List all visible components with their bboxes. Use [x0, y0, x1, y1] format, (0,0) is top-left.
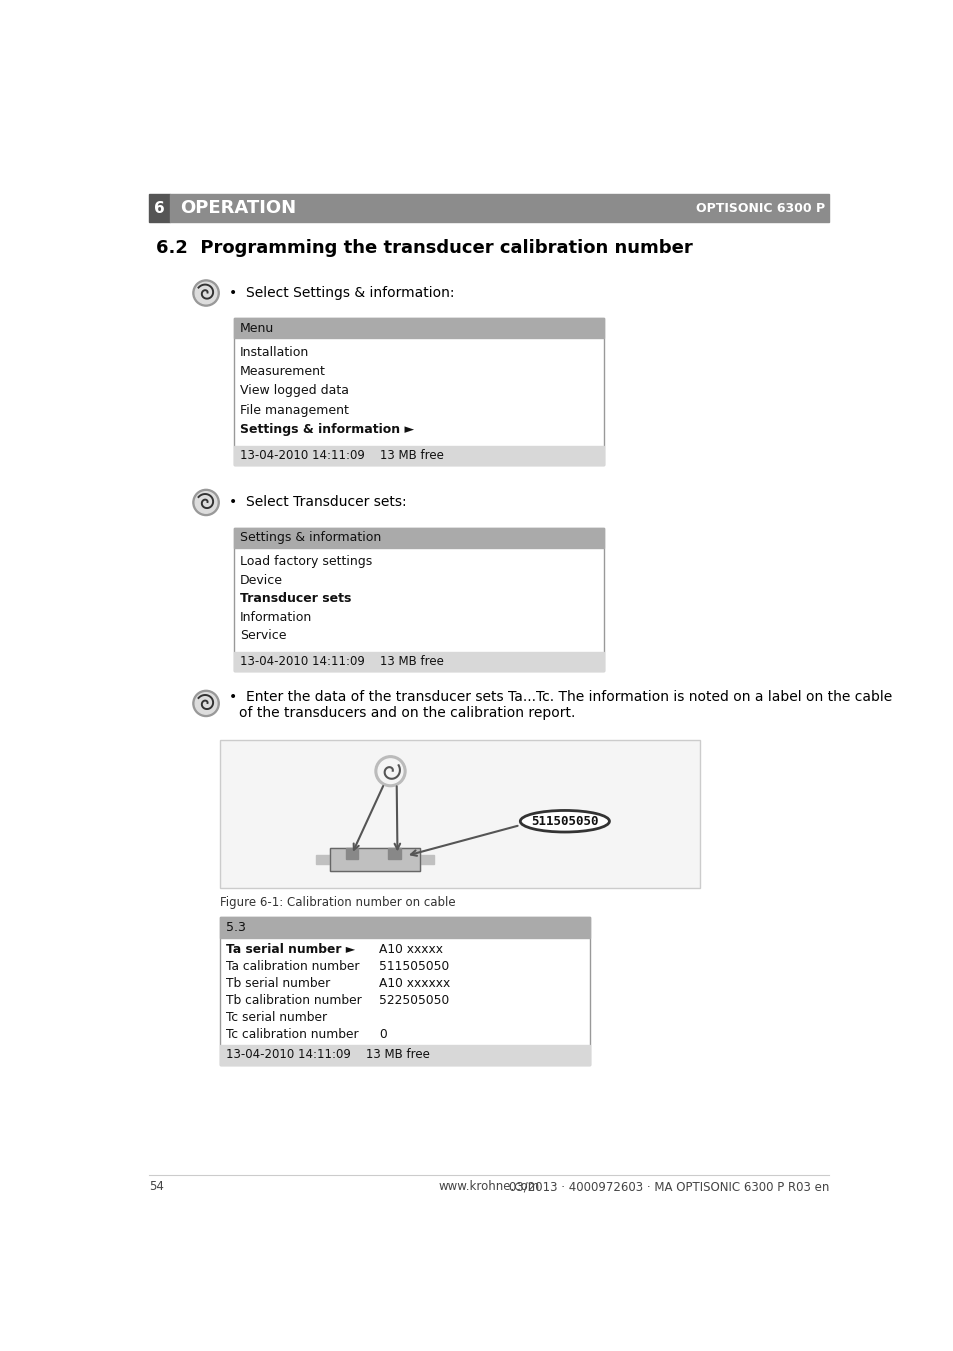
Text: A10 xxxxxx: A10 xxxxxx: [378, 977, 450, 990]
Text: Load factory settings: Load factory settings: [240, 555, 372, 569]
Text: Device: Device: [240, 574, 283, 586]
Text: 5.3: 5.3: [226, 921, 246, 934]
Text: •  Select Settings & information:: • Select Settings & information:: [229, 286, 455, 300]
Text: A10 xxxxx: A10 xxxxx: [378, 943, 442, 957]
Bar: [345, 848, 357, 859]
Text: Settings & information ►: Settings & information ►: [240, 423, 414, 436]
Text: Tc serial number: Tc serial number: [226, 1011, 327, 1024]
Text: View logged data: View logged data: [240, 384, 349, 397]
Circle shape: [193, 690, 219, 716]
Text: 511505050: 511505050: [531, 815, 598, 828]
Bar: [220, 1046, 590, 1065]
Text: 6: 6: [154, 201, 165, 216]
Text: Transducer sets: Transducer sets: [240, 592, 351, 605]
Text: of the transducers and on the calibration report.: of the transducers and on the calibratio…: [239, 707, 576, 720]
Bar: [233, 651, 604, 671]
Text: OPERATION: OPERATION: [179, 200, 295, 218]
Bar: [171, 195, 828, 222]
Text: 522505050: 522505050: [378, 994, 449, 1006]
Text: •  Enter the data of the transducer sets Ta...Tc. The information is noted on a : • Enter the data of the transducer sets …: [229, 690, 892, 704]
Circle shape: [375, 755, 406, 786]
Bar: [330, 848, 419, 871]
Text: Service: Service: [240, 630, 286, 642]
Text: OPTISONIC 6300 P: OPTISONIC 6300 P: [696, 201, 824, 215]
Bar: [149, 195, 171, 222]
Text: Tb serial number: Tb serial number: [226, 977, 330, 990]
Circle shape: [195, 693, 216, 715]
Circle shape: [195, 492, 216, 513]
Text: 6.2  Programming the transducer calibration number: 6.2 Programming the transducer calibrati…: [156, 239, 693, 257]
Bar: [419, 855, 433, 865]
Bar: [233, 446, 604, 466]
Text: 13-04-2010 14:11:09    13 MB free: 13-04-2010 14:11:09 13 MB free: [240, 450, 443, 462]
Text: Settings & information: Settings & information: [240, 531, 381, 544]
Text: Measurement: Measurement: [240, 365, 326, 378]
Text: 511505050: 511505050: [378, 961, 449, 973]
Text: Information: Information: [240, 611, 312, 624]
Circle shape: [193, 489, 219, 516]
Text: Tb calibration number: Tb calibration number: [226, 994, 361, 1006]
Bar: [330, 848, 419, 871]
Bar: [388, 848, 400, 859]
Bar: [220, 740, 700, 888]
Text: 54: 54: [149, 1181, 163, 1193]
Bar: [233, 528, 604, 671]
Text: Ta serial number ►: Ta serial number ►: [226, 943, 355, 957]
Text: Installation: Installation: [240, 346, 309, 359]
Bar: [316, 855, 330, 865]
Bar: [220, 917, 590, 938]
Circle shape: [193, 280, 219, 307]
Text: 13-04-2010 14:11:09    13 MB free: 13-04-2010 14:11:09 13 MB free: [240, 655, 443, 667]
Text: File management: File management: [240, 404, 349, 416]
Text: Figure 6-1: Calibration number on cable: Figure 6-1: Calibration number on cable: [220, 896, 456, 909]
Text: 13-04-2010 14:11:09    13 MB free: 13-04-2010 14:11:09 13 MB free: [226, 1048, 430, 1062]
Bar: [233, 319, 604, 466]
Text: 0: 0: [378, 1028, 386, 1042]
Ellipse shape: [519, 811, 609, 832]
Text: 03/2013 · 4000972603 · MA OPTISONIC 6300 P R03 en: 03/2013 · 4000972603 · MA OPTISONIC 6300…: [508, 1181, 828, 1193]
Circle shape: [195, 282, 216, 304]
Bar: [220, 917, 590, 1065]
Circle shape: [377, 759, 402, 784]
Text: •  Select Transducer sets:: • Select Transducer sets:: [229, 496, 407, 509]
Text: Ta calibration number: Ta calibration number: [226, 961, 359, 973]
Bar: [233, 528, 604, 549]
Text: Tc calibration number: Tc calibration number: [226, 1028, 358, 1042]
Bar: [233, 319, 604, 339]
Text: Menu: Menu: [240, 322, 274, 335]
Text: www.krohne.com: www.krohne.com: [437, 1181, 539, 1193]
